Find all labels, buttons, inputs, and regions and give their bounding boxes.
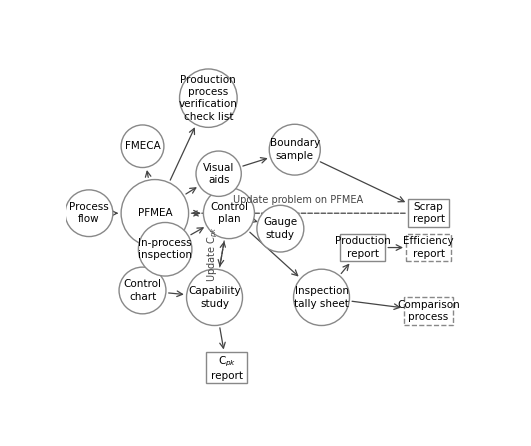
- Ellipse shape: [65, 190, 113, 236]
- Ellipse shape: [196, 151, 241, 196]
- Text: PFMEA: PFMEA: [138, 208, 172, 218]
- Text: Production
process
verification
check list: Production process verification check li…: [179, 74, 238, 122]
- Text: Boundary
sample: Boundary sample: [270, 138, 320, 161]
- Text: C$_{pk}$
report: C$_{pk}$ report: [211, 355, 243, 381]
- Bar: [404, 297, 453, 325]
- Text: Efficiency
report: Efficiency report: [403, 236, 454, 259]
- Bar: [406, 234, 451, 261]
- Ellipse shape: [203, 188, 254, 239]
- Bar: [408, 199, 449, 227]
- Text: FMECA: FMECA: [125, 141, 160, 151]
- Text: Process
flow: Process flow: [69, 202, 109, 224]
- Ellipse shape: [119, 267, 166, 314]
- Text: Scrap
report: Scrap report: [413, 202, 444, 224]
- Ellipse shape: [257, 205, 304, 252]
- Text: Inspection
tally sheet: Inspection tally sheet: [294, 286, 349, 309]
- Ellipse shape: [294, 269, 349, 326]
- Ellipse shape: [186, 269, 243, 326]
- Text: Capability
study: Capability study: [188, 286, 241, 309]
- Ellipse shape: [269, 124, 320, 175]
- Text: Update C$_{pk}$: Update C$_{pk}$: [205, 226, 220, 282]
- Text: Control
plan: Control plan: [210, 202, 248, 224]
- Ellipse shape: [121, 125, 164, 168]
- Bar: [206, 352, 247, 383]
- Text: Control
chart: Control chart: [124, 279, 161, 301]
- Bar: [340, 234, 386, 261]
- Text: Update problem on PFMEA: Update problem on PFMEA: [233, 194, 363, 205]
- Ellipse shape: [121, 180, 189, 247]
- Ellipse shape: [179, 69, 237, 128]
- Text: Visual
aids: Visual aids: [203, 162, 234, 185]
- Text: Comparison
process: Comparison process: [397, 300, 460, 322]
- Text: Production
report: Production report: [335, 236, 390, 259]
- Text: Gauge
study: Gauge study: [263, 218, 297, 240]
- Ellipse shape: [139, 223, 192, 276]
- Text: In-process
inspection: In-process inspection: [138, 238, 192, 260]
